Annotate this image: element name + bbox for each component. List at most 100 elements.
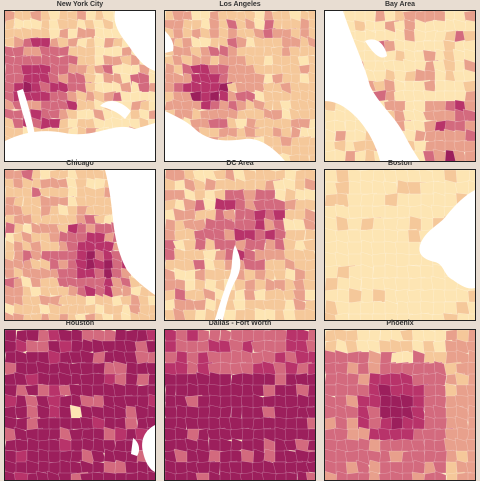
census-tract — [46, 470, 61, 480]
census-tract — [101, 312, 114, 320]
water-body — [114, 11, 155, 71]
map-bay-area — [325, 11, 475, 161]
map-frame — [324, 169, 476, 321]
census-tract — [414, 129, 426, 143]
water-body — [165, 111, 285, 161]
census-tract — [304, 198, 315, 212]
water-body — [325, 51, 332, 96]
census-tract — [465, 340, 475, 355]
water-body — [142, 425, 155, 472]
water-body — [325, 11, 420, 161]
census-tract — [234, 309, 246, 320]
census-tract — [302, 239, 315, 252]
census-tract — [172, 307, 188, 320]
census-tract — [467, 416, 475, 432]
census-tract — [334, 312, 350, 320]
census-tract — [307, 428, 315, 445]
census-tract — [197, 330, 210, 343]
census-tract — [12, 312, 27, 320]
census-tract — [194, 309, 208, 320]
census-tract — [358, 472, 371, 480]
map-panel-dc-area: DC Area — [164, 160, 316, 321]
census-tract — [47, 312, 63, 320]
map-frame — [4, 169, 156, 321]
census-tract — [423, 471, 437, 480]
map-frame — [164, 169, 316, 321]
water-body — [131, 438, 140, 456]
panel-title: New York City — [56, 1, 104, 8]
census-tract — [31, 170, 42, 180]
census-tract — [309, 154, 315, 161]
census-tract — [325, 312, 339, 320]
map-panel-houston: Houston — [4, 320, 156, 481]
census-tract — [137, 311, 151, 320]
census-tract — [294, 229, 306, 242]
map-frame — [164, 329, 316, 481]
census-tract — [145, 362, 155, 378]
census-tract — [264, 268, 276, 282]
census-tract — [464, 90, 475, 105]
census-tract — [467, 472, 475, 480]
census-tract — [58, 45, 70, 57]
census-tract — [288, 153, 302, 161]
map-frame — [4, 329, 156, 481]
census-tract — [261, 471, 280, 480]
census-tract — [136, 373, 150, 386]
census-tract — [452, 149, 467, 161]
panel-title: Bay Area — [384, 1, 416, 8]
map-dallas-fort-worth — [165, 330, 315, 480]
census-tract — [383, 40, 397, 53]
census-tract — [304, 177, 315, 193]
census-tract — [204, 307, 217, 320]
census-tract — [147, 351, 155, 366]
map-panel-boston: Boston — [324, 160, 476, 321]
census-tract — [411, 471, 427, 480]
census-tract — [325, 149, 338, 161]
map-panel-los-angeles: Los Angeles — [164, 1, 316, 162]
panel-title: Dallas - Fort Worth — [208, 320, 272, 327]
water-body — [100, 101, 131, 119]
map-chicago — [5, 170, 155, 320]
census-tract — [456, 471, 472, 480]
map-phoenix — [325, 330, 475, 480]
census-tract — [463, 100, 475, 112]
map-houston — [5, 330, 155, 480]
census-tract — [305, 461, 315, 473]
census-tract — [304, 269, 315, 283]
census-tract — [148, 304, 155, 316]
census-tract — [191, 100, 203, 111]
map-frame — [4, 10, 156, 162]
census-tract — [422, 150, 437, 161]
water-body — [5, 123, 155, 161]
census-tract — [285, 471, 298, 480]
census-tract — [229, 471, 244, 480]
census-tract — [402, 472, 414, 480]
map-frame — [324, 10, 476, 162]
census-tract — [147, 470, 155, 480]
census-tract — [307, 451, 315, 463]
census-tract — [467, 428, 475, 441]
census-tract — [364, 19, 376, 33]
water-body — [17, 89, 35, 137]
panel-title: DC Area — [226, 160, 254, 167]
map-boston — [325, 170, 475, 320]
census-tract — [464, 150, 475, 161]
census-tract — [84, 312, 98, 320]
census-tract — [120, 311, 133, 320]
census-tract — [434, 470, 447, 480]
census-tract — [307, 440, 315, 451]
census-tract — [5, 311, 15, 320]
map-frame — [164, 10, 316, 162]
census-tract — [304, 307, 315, 320]
water-body — [365, 39, 387, 58]
census-tract — [302, 248, 315, 262]
water-body — [105, 170, 155, 295]
map-panel-phoenix: Phoenix — [324, 320, 476, 481]
water-body — [419, 190, 475, 289]
map-panel-dallas-fort-worth: Dallas - Fort Worth — [164, 320, 316, 481]
census-tract — [304, 289, 315, 301]
census-tract — [466, 301, 475, 317]
census-tract — [467, 313, 475, 320]
panel-title: Phoenix — [386, 320, 414, 327]
map-panel-chicago: Chicago — [4, 160, 156, 321]
